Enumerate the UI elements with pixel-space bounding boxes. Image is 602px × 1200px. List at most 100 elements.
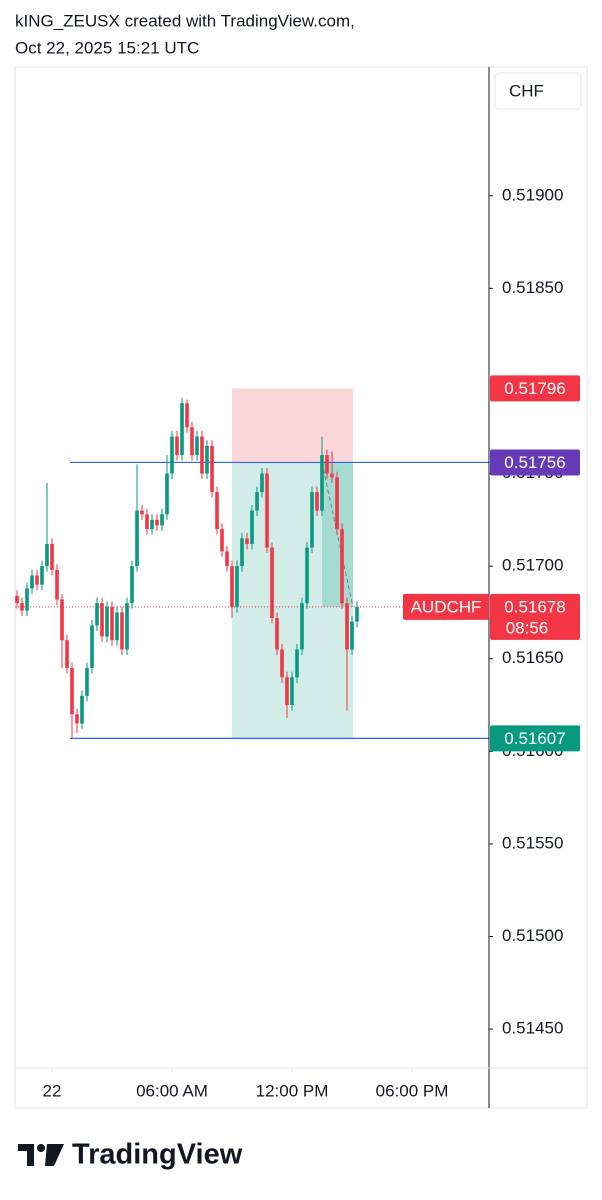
- currency-button[interactable]: [494, 72, 582, 110]
- candle-body: [65, 640, 69, 668]
- candle-body: [135, 510, 139, 567]
- candle-body: [265, 473, 269, 548]
- candle-body: [320, 455, 324, 511]
- y-tick-label: 0.51550: [502, 833, 563, 852]
- candle-body: [200, 436, 204, 474]
- candle-body: [70, 668, 74, 715]
- candle-body: [335, 477, 339, 530]
- logo-part: [45, 1144, 64, 1166]
- symbol-label: AUDCHF: [411, 597, 482, 616]
- logo-part: [18, 1144, 34, 1166]
- candle-body: [185, 403, 189, 428]
- candle-body: [255, 492, 259, 511]
- candle-body: [160, 514, 164, 526]
- plot: [15, 388, 489, 739]
- x-tick-label: 06:00 AM: [136, 1081, 208, 1100]
- stop-price-label: 0.51796: [504, 379, 565, 398]
- candle-body: [305, 547, 309, 604]
- candle-body: [55, 569, 59, 600]
- brand-name: TradingView: [72, 1139, 243, 1171]
- candle-body: [220, 529, 224, 552]
- x-tick-label: 22: [43, 1081, 62, 1100]
- y-tick-label: 0.51450: [502, 1019, 563, 1038]
- candle-body: [340, 529, 344, 604]
- candle-body: [20, 603, 24, 611]
- y-tick-label: 0.51650: [502, 648, 563, 667]
- last-price-label: 0.51678: [504, 597, 565, 616]
- candle-body: [85, 668, 89, 696]
- candle-body: [25, 588, 29, 611]
- candle-body: [245, 538, 249, 544]
- candle-body: [35, 575, 39, 585]
- candle-body: [110, 606, 114, 641]
- candle-body: [45, 543, 49, 567]
- candle-body: [315, 492, 319, 511]
- candle-body: [150, 519, 154, 530]
- candle-body: [330, 473, 334, 478]
- candle-body: [115, 612, 119, 641]
- logo-part: [37, 1144, 45, 1152]
- candle-body: [230, 566, 234, 607]
- last-price-tag: [490, 593, 580, 640]
- candle-body: [270, 547, 274, 618]
- candle-body: [190, 427, 194, 456]
- candle-body: [60, 599, 64, 641]
- candle-body: [50, 543, 54, 570]
- symbol-tag: [403, 593, 489, 620]
- candle-body: [300, 603, 304, 650]
- x-tick-label: 12:00 PM: [256, 1081, 329, 1100]
- candle-body: [155, 519, 159, 526]
- x-tick-label: 06:00 PM: [376, 1081, 449, 1100]
- candle-body: [285, 677, 289, 706]
- candle-body: [295, 649, 299, 678]
- candle-body: [355, 606, 359, 622]
- candle-body: [290, 677, 294, 706]
- candle-body: [350, 621, 354, 650]
- candle-body: [90, 625, 94, 668]
- candle-body: [75, 714, 79, 724]
- candle-body: [225, 551, 229, 567]
- target-price-tag: [490, 725, 580, 752]
- candle-body: [235, 566, 239, 607]
- candle-body: [195, 436, 199, 456]
- entry-price-label: 0.51756: [504, 453, 565, 472]
- candle-body: [40, 566, 44, 585]
- chart-frame: [14, 66, 588, 1109]
- y-tick-label: 0.51900: [502, 185, 563, 204]
- candle-body: [345, 603, 349, 650]
- candle-body: [105, 606, 109, 637]
- y-tick-label: 0.51500: [502, 926, 563, 945]
- brand-logo: [18, 1144, 64, 1166]
- candle-body: [15, 595, 19, 604]
- candle-body: [170, 436, 174, 474]
- stop-zone: [232, 388, 353, 463]
- header-line: kING_ZEUSX created with TradingView.com,: [15, 11, 355, 30]
- currency-label: CHF: [509, 81, 544, 100]
- candle-body: [260, 473, 264, 493]
- candle-body: [215, 492, 219, 530]
- candle-body: [125, 603, 129, 650]
- candle-body: [310, 492, 314, 548]
- countdown-label: 08:56: [506, 618, 549, 637]
- candle-body: [30, 575, 34, 589]
- candle-body: [140, 510, 144, 515]
- candle-body: [100, 603, 104, 637]
- candle-body: [130, 566, 134, 604]
- candle-body: [165, 473, 169, 515]
- candle-body: [145, 514, 149, 530]
- candle-body: [205, 445, 209, 474]
- candle-body: [120, 612, 124, 650]
- stop-price-tag: [490, 375, 580, 402]
- y-tick-label: 0.51700: [502, 556, 563, 575]
- candle-body: [80, 695, 84, 724]
- header-date: Oct 22, 2025 15:21 UTC: [15, 38, 199, 57]
- candle-body: [210, 445, 214, 493]
- candle-body: [250, 510, 254, 544]
- candle-body: [240, 538, 244, 567]
- candle-body: [275, 618, 279, 650]
- candle-body: [95, 603, 99, 626]
- axes: 0.519000.518500.517500.517000.516500.516…: [43, 185, 580, 1100]
- y-tick-label: 0.51850: [502, 278, 563, 297]
- entry-price-tag: [490, 449, 580, 476]
